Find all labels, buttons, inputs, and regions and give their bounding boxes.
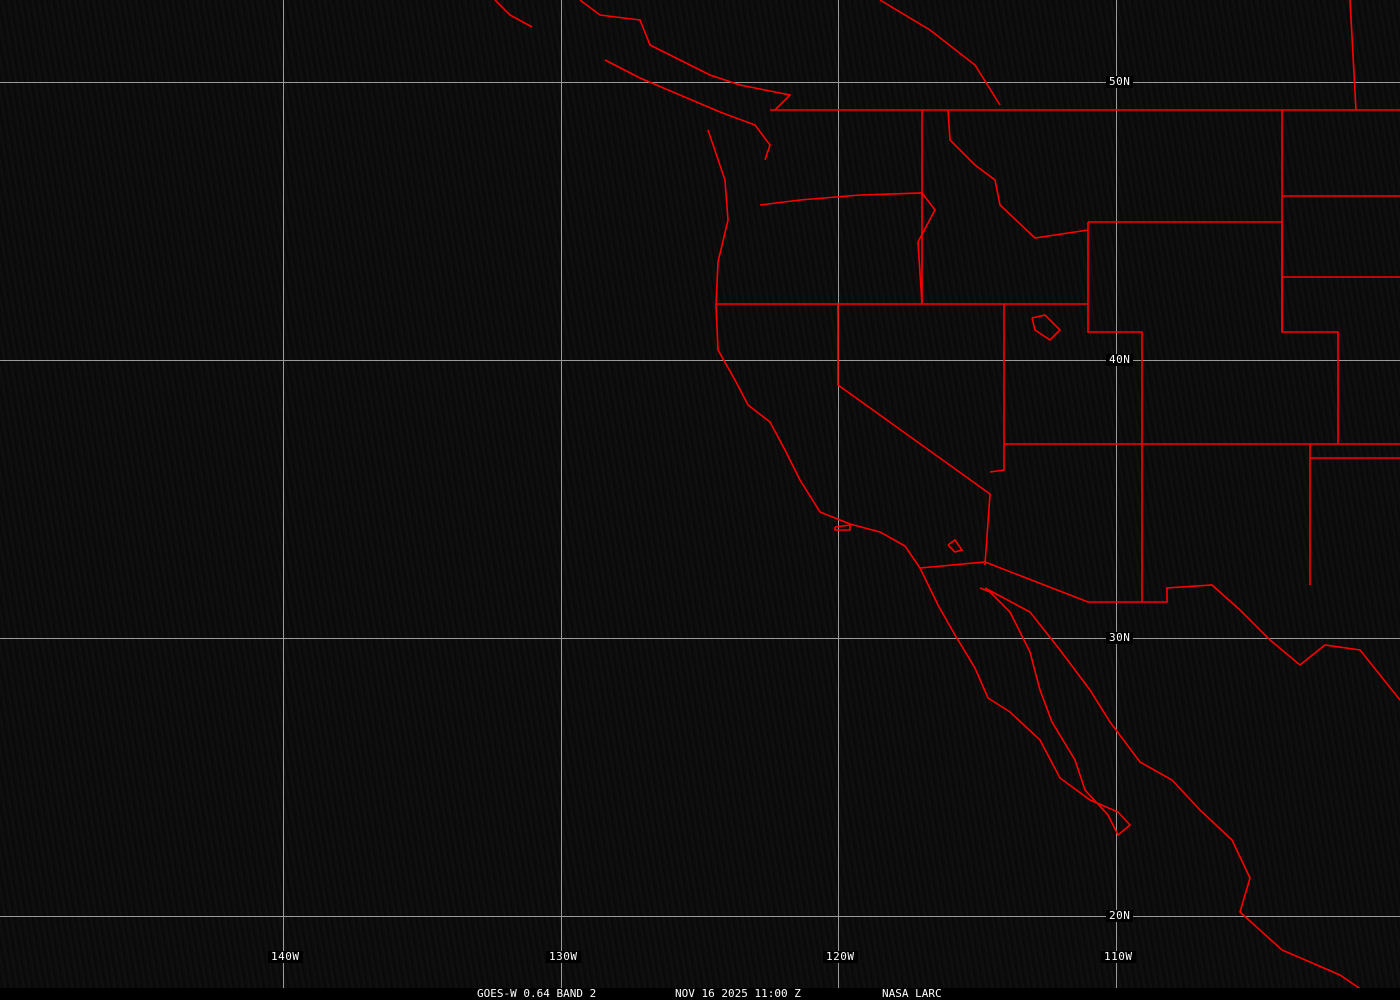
caption-source: NASA LARC bbox=[882, 987, 942, 1000]
border-id-mt bbox=[947, 109, 1089, 239]
coastline-vancouver-island bbox=[604, 59, 771, 161]
lon-label-120w: 120W bbox=[823, 951, 858, 963]
lat-label-50n: 50N bbox=[1106, 76, 1134, 88]
border-ut bbox=[1087, 222, 1143, 602]
lon-label-140w: 140W bbox=[268, 951, 303, 963]
caption-bar: GOES-W 0.64 BAND 2 NOV 16 2025 11:00 Z N… bbox=[0, 988, 1400, 1000]
lat-label-40n: 40N bbox=[1106, 354, 1134, 366]
lon-label-110w: 110W bbox=[1101, 951, 1136, 963]
border-bc-coast-top bbox=[879, 0, 1001, 106]
lake-salton bbox=[947, 538, 964, 553]
lat-label-20n: 20N bbox=[1106, 910, 1134, 922]
border-mn bbox=[1349, 0, 1357, 111]
caption-datetime: NOV 16 2025 11:00 Z bbox=[675, 987, 801, 1000]
coastline-west bbox=[707, 129, 1132, 837]
border-mexico bbox=[919, 561, 1400, 701]
island-channel bbox=[834, 524, 851, 531]
border-ca-nv bbox=[837, 304, 991, 566]
coastline-bc-mainland bbox=[579, 0, 792, 111]
lake-great-salt bbox=[1031, 314, 1062, 342]
border-nv-ut bbox=[989, 304, 1005, 473]
caption-product: GOES-W 0.64 BAND 2 bbox=[477, 987, 597, 1000]
lon-label-130w: 130W bbox=[546, 951, 581, 963]
lat-label-30n: 30N bbox=[1106, 632, 1134, 644]
coastline-bc bbox=[494, 0, 533, 28]
border-wa-or bbox=[759, 192, 936, 305]
coastline-mexico bbox=[984, 587, 1363, 991]
border-wy bbox=[1088, 221, 1339, 444]
